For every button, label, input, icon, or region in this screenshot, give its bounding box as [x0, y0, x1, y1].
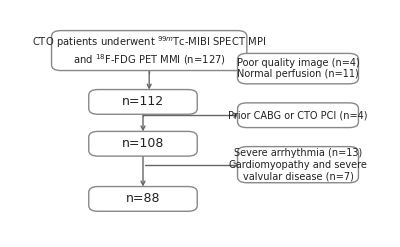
Text: Prior CABG or CTO PCI (n=4): Prior CABG or CTO PCI (n=4)	[228, 110, 368, 120]
FancyBboxPatch shape	[89, 186, 197, 211]
FancyBboxPatch shape	[89, 131, 197, 156]
Text: n=88: n=88	[126, 192, 160, 206]
FancyBboxPatch shape	[238, 53, 358, 84]
Text: n=112: n=112	[122, 95, 164, 108]
FancyBboxPatch shape	[238, 103, 358, 128]
FancyBboxPatch shape	[238, 147, 358, 183]
Text: Severe arrhythmia (n=13)
Cardiomyopathy and severe
valvular disease (n=7): Severe arrhythmia (n=13) Cardiomyopathy …	[229, 148, 367, 181]
Text: CTO patients underwent $^{99m}$Tc-MIBI SPECT MPI
and $^{18}$F-FDG PET MMI (n=127: CTO patients underwent $^{99m}$Tc-MIBI S…	[32, 34, 266, 67]
FancyBboxPatch shape	[89, 90, 197, 114]
FancyBboxPatch shape	[52, 31, 247, 71]
Text: n=108: n=108	[122, 137, 164, 150]
Text: Poor quality image (n=4)
Normal perfusion (n=11): Poor quality image (n=4) Normal perfusio…	[237, 58, 359, 80]
